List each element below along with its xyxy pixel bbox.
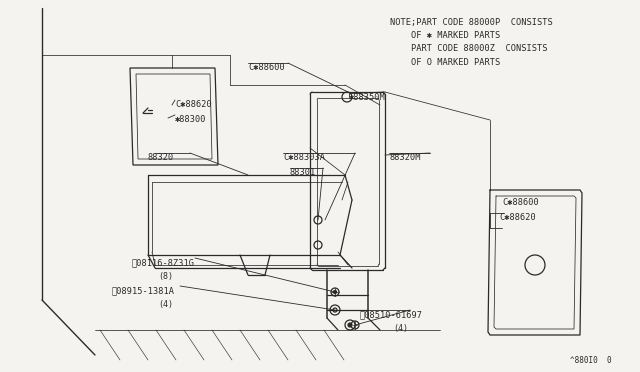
Text: (8): (8) [158, 272, 173, 281]
Text: C✱88600: C✱88600 [502, 198, 539, 207]
Text: 88320M: 88320M [389, 153, 420, 162]
Text: C✱88620: C✱88620 [499, 213, 536, 222]
Text: (4): (4) [158, 300, 173, 309]
Text: NOTE;PART CODE 88000P  CONSISTS
    OF ✱ MARKED PARTS
    PART CODE 88000Z  CONS: NOTE;PART CODE 88000P CONSISTS OF ✱ MARK… [390, 18, 553, 67]
Text: Ⓝ08510-61697: Ⓝ08510-61697 [360, 310, 423, 319]
Text: C✱88600: C✱88600 [248, 63, 285, 72]
Text: C✱88303A: C✱88303A [283, 153, 325, 162]
Text: Ⓐ08116-8Z31G: Ⓐ08116-8Z31G [132, 258, 195, 267]
Text: 88320: 88320 [148, 153, 174, 162]
Circle shape [333, 291, 337, 294]
Text: Ⓦ08915-1381A: Ⓦ08915-1381A [112, 286, 175, 295]
Text: ✱88300: ✱88300 [175, 115, 207, 124]
Text: C✱88620: C✱88620 [175, 100, 212, 109]
Text: (4): (4) [393, 324, 408, 333]
Text: ^880I0  0: ^880I0 0 [570, 356, 612, 365]
Text: 88301: 88301 [290, 168, 316, 177]
Circle shape [348, 323, 352, 327]
Text: ✱88350M: ✱88350M [349, 93, 386, 102]
